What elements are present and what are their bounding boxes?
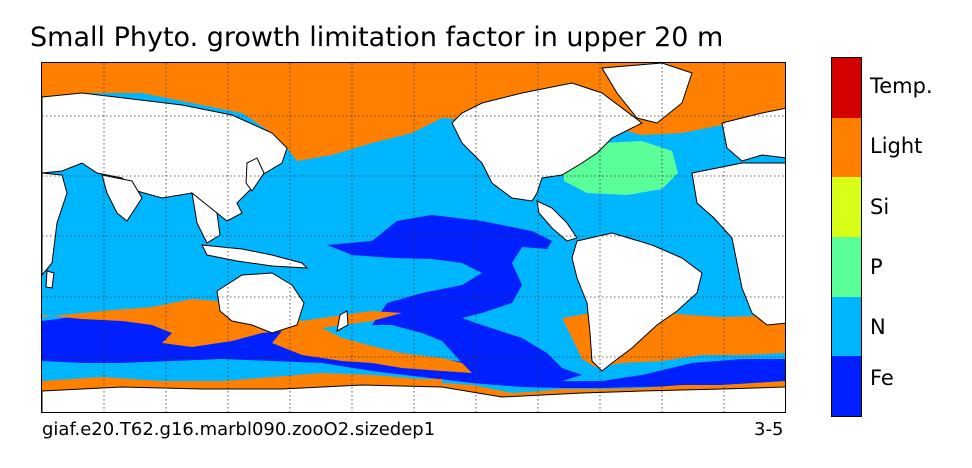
land-south-america [571,232,703,372]
colorbar [831,57,862,417]
colorbar-swatch-temp [832,58,861,118]
colorbar-swatch-p [832,237,861,297]
land-central-america [536,200,578,242]
region-fe-pacific [327,215,582,381]
land-masses [42,63,785,412]
land-greenland [601,63,693,124]
region-light-south [42,299,472,373]
land-europe [721,107,785,162]
land-africa-east [42,172,68,276]
colorbar-swatch-si [832,177,861,238]
map-grid [42,63,785,412]
map-title: Small Phyto. growth limitation factor in… [30,22,724,53]
colorbar-label-n: N [870,315,886,339]
land-australia [216,272,305,334]
colorbar-swatch-n [832,296,861,357]
colorbar-label-p: P [870,255,883,279]
run-id-caption: giaf.e20.T62.g16.marbl090.zooO2.sizedep1 [42,419,436,440]
land-se-asia [191,191,221,244]
land-india [101,174,143,222]
land-indonesia [201,244,309,269]
colorbar-label-temp: Temp. [870,74,933,98]
colorbar-label-light: Light [870,134,923,158]
colorbar-swatch-fe [832,356,861,417]
colorbar-label-si: Si [870,195,890,219]
land-new-zealand [336,310,349,332]
land-japan [245,157,265,192]
land-madagascar [45,270,55,289]
colorbar-label-fe: Fe [870,366,894,390]
limitation-map [41,62,786,413]
colorbar-swatch-light [832,117,861,178]
land-north-america [451,82,643,202]
season-caption: 3-5 [754,419,784,440]
land-asia-west [42,92,288,222]
land-africa-west [691,162,785,326]
